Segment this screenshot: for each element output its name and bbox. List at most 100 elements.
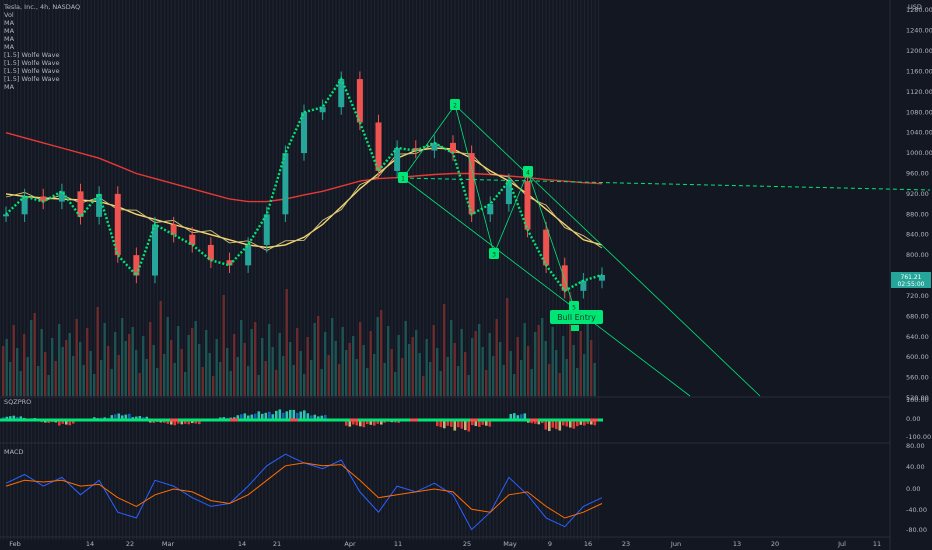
volume-bar xyxy=(19,371,22,396)
wave-point-marker xyxy=(398,172,408,183)
indicator-legend-item[interactable]: Vol xyxy=(4,11,14,19)
candle-body xyxy=(77,191,84,217)
sqz-histogram-bar xyxy=(534,420,537,424)
volume-bar xyxy=(408,344,411,396)
indicator-legend-item[interactable]: MA xyxy=(4,19,15,27)
indicator-legend-item[interactable]: MA xyxy=(4,83,15,91)
price-tick-label: 800.00 xyxy=(906,251,929,259)
volume-bar xyxy=(310,360,313,396)
indicator-legend-item[interactable]: MA xyxy=(4,35,15,43)
volume-bar xyxy=(131,327,134,396)
indicator-legend-item[interactable]: [1.5] Wolfe Wave xyxy=(4,67,60,75)
sqz-panel-title: SQZPRO xyxy=(4,398,31,406)
volume-bar xyxy=(443,304,446,396)
sqz-squeeze-dots xyxy=(230,418,238,422)
candle-body xyxy=(282,153,289,215)
sqz-histogram-bar xyxy=(110,415,114,420)
volume-bar xyxy=(390,349,393,396)
candle-body xyxy=(394,147,401,171)
volume-bar xyxy=(590,340,593,396)
time-axis-label: 16 xyxy=(584,540,592,548)
price-tick-label: 1080.00 xyxy=(906,108,932,116)
moving-average-line xyxy=(5,143,603,252)
volume-bar xyxy=(152,345,155,396)
sqz-histogram-bar xyxy=(5,416,9,420)
indicator-legend-item[interactable]: MA xyxy=(4,43,15,51)
sqz-histogram-bar xyxy=(261,413,264,420)
volume-bar xyxy=(411,337,414,396)
volume-bar xyxy=(12,325,15,396)
volume-bar xyxy=(425,339,428,396)
volume-bar xyxy=(257,375,260,396)
volume-bar xyxy=(107,346,110,396)
price-tick-label: 920.00 xyxy=(906,190,929,198)
sqz-histogram-bar xyxy=(369,420,373,425)
volume-bar xyxy=(331,318,334,396)
volume-bar xyxy=(61,347,64,396)
time-axis-label: 11 xyxy=(394,540,402,548)
sqz-histogram-bar xyxy=(520,414,523,420)
volume-bar xyxy=(338,364,341,396)
volume-bar xyxy=(72,356,75,396)
sqz-histogram-bar xyxy=(579,420,583,425)
sqz-histogram-bar xyxy=(460,420,464,429)
volume-bar xyxy=(159,301,162,396)
sqz-histogram-bar xyxy=(537,420,541,425)
volume-bar xyxy=(9,362,12,396)
volume-bar xyxy=(271,347,274,396)
sqz-histogram-bar xyxy=(177,420,180,424)
volume-bar xyxy=(82,365,85,396)
volume-bar xyxy=(348,343,351,396)
indicator-legend-item[interactable]: [1.5] Wolfe Wave xyxy=(4,51,60,59)
sqz-histogram-bar xyxy=(467,420,471,432)
sqz-squeeze-dots xyxy=(530,418,538,422)
volume-bar xyxy=(404,321,407,396)
volume-bar xyxy=(495,319,498,396)
sqz-histogram-bar xyxy=(593,420,597,426)
sqz-histogram-bar xyxy=(117,413,121,420)
bull-entry-marker xyxy=(571,325,579,331)
sqz-histogram-bar xyxy=(583,420,586,426)
sqz-histogram-bar xyxy=(471,420,474,426)
price-trace-line xyxy=(5,76,603,293)
sqz-histogram-bar xyxy=(446,420,450,426)
candle-body xyxy=(245,244,252,266)
sqz-histogram-bar xyxy=(348,420,352,427)
volume-bar xyxy=(117,355,120,396)
indicator-legend-item[interactable]: [1.5] Wolfe Wave xyxy=(4,59,60,67)
volume-bar xyxy=(471,338,474,396)
candle-body xyxy=(356,79,363,123)
time-axis-label: 21 xyxy=(273,540,281,548)
volume-bar xyxy=(173,363,176,396)
volume-bar xyxy=(138,373,141,396)
volume-bar xyxy=(586,317,589,396)
volume-bar xyxy=(145,359,148,396)
indicator-legend-item[interactable]: MA xyxy=(4,27,15,35)
price-tick-label: 680.00 xyxy=(906,312,929,320)
sqz-histogram-bar xyxy=(12,415,16,420)
sqz-histogram-bar xyxy=(481,420,485,425)
candle-body xyxy=(431,142,438,151)
countdown-value: 02:55:00 xyxy=(898,281,925,288)
sqz-histogram-bar xyxy=(478,420,481,427)
volume-bar xyxy=(327,355,330,396)
price-tick-label: 880.00 xyxy=(906,210,929,218)
volume-bar xyxy=(96,307,99,396)
price-tick-label: 1200.00 xyxy=(906,47,932,55)
volume-bar xyxy=(380,310,383,396)
sqz-histogram-bar xyxy=(562,420,565,426)
indicator-legend-item[interactable]: [1.5] Wolfe Wave xyxy=(4,75,60,83)
volume-bar xyxy=(558,373,561,396)
volume-bar xyxy=(222,295,225,396)
wave-point-label: 1 xyxy=(401,176,405,183)
chart-legend: Tesla, Inc., 4h, NASDAQ Vol MA MA MA MA [1.5]… xyxy=(4,3,80,91)
volume-bar xyxy=(481,347,484,396)
volume-bar xyxy=(506,298,509,396)
volume-bar xyxy=(376,317,379,396)
sqz-histogram-bar xyxy=(247,415,250,420)
volume-bar xyxy=(54,361,57,396)
sqz-histogram-bar xyxy=(558,420,562,431)
volume-bar xyxy=(523,323,526,396)
volume-bar xyxy=(527,346,530,396)
